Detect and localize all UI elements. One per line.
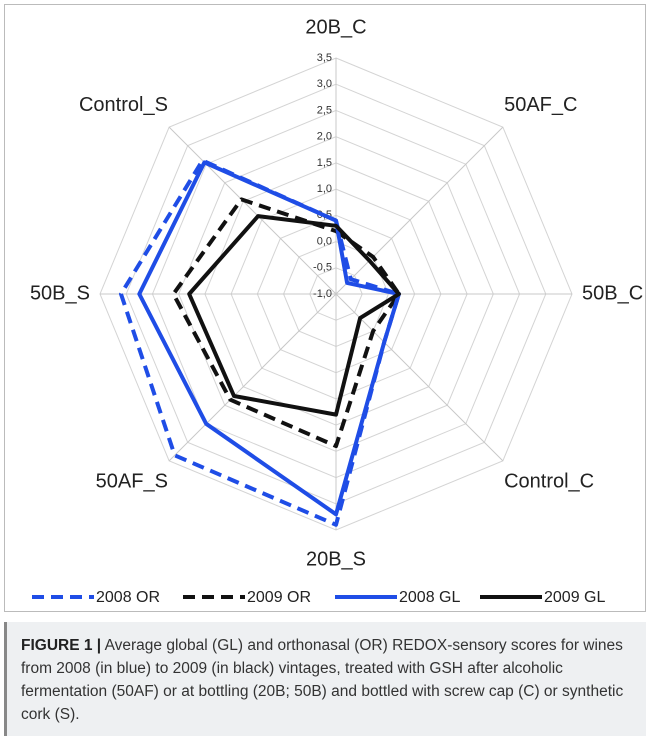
spoke (168, 293, 337, 462)
axis-label: Control_S (79, 94, 168, 116)
spoke (335, 126, 504, 295)
axis-label: 20B_C (305, 16, 366, 38)
legend-label: 2008 OR (96, 589, 160, 606)
spoke (335, 293, 504, 462)
series-line (171, 197, 401, 449)
tick-label: -0,5 (313, 262, 332, 274)
legend-label: 2009 OR (247, 589, 311, 606)
chart-frame (4, 4, 646, 612)
tick-label: 2,5 (317, 104, 332, 116)
caption: FIGURE 1 | Average global (GL) and ortho… (4, 622, 646, 736)
chart: 20B_C 50AF_C 50B_C Control_C 20B_S 50AF_S 50B_… (30, 16, 643, 606)
series-line (137, 160, 401, 517)
axis-label: Control_C (504, 470, 594, 492)
series-line (119, 158, 401, 527)
axis-label: 50B_C (582, 282, 643, 304)
tick-label: 1,5 (317, 157, 332, 169)
tick-label: 2,0 (317, 131, 332, 143)
series-line (187, 214, 401, 417)
tick-label: -1,0 (313, 288, 332, 300)
tick-label: 0,0 (317, 235, 332, 247)
caption-text: Average global (GL) and orthonasal (OR) … (21, 637, 624, 723)
legend-label: 2009 GL (544, 589, 605, 606)
axis-label: 50B_S (30, 282, 90, 304)
axis-label: 50AF_C (504, 94, 577, 116)
axis-label: 50AF_S (96, 470, 168, 492)
tick-label: 1,0 (317, 183, 332, 195)
caption-label: FIGURE 1 | (21, 637, 102, 654)
axis-label: 20B_S (306, 548, 366, 570)
spoke (168, 126, 337, 295)
legend-label: 2008 GL (399, 589, 460, 606)
tick-label: 3,5 (317, 52, 332, 64)
tick-label: 3,0 (317, 78, 332, 90)
